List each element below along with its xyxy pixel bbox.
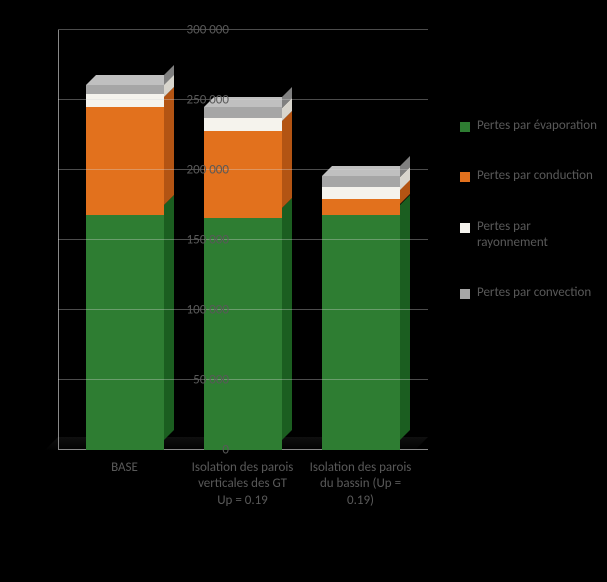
seg-ray <box>86 94 164 107</box>
bars-container <box>58 30 428 450</box>
seg-ray <box>322 187 400 200</box>
legend-item-conv: Pertes par convection <box>460 285 600 301</box>
legend-item-evap: Pertes par évaporation <box>460 118 600 134</box>
y-tick-label: 50 000 <box>193 373 229 388</box>
legend-label: Pertes par rayonnement <box>477 219 600 252</box>
plot-area <box>58 30 428 450</box>
seg-evap <box>204 218 282 450</box>
seg-ray <box>204 118 282 131</box>
gridline <box>58 169 428 170</box>
seg-evap <box>86 215 164 450</box>
legend-swatch <box>460 122 470 132</box>
y-tick-label: 300 000 <box>187 23 229 38</box>
gridline <box>58 379 428 380</box>
legend-label: Pertes par convection <box>477 285 591 301</box>
seg-evap <box>322 215 400 450</box>
legend-label: Pertes par évaporation <box>477 118 597 134</box>
seg-cond <box>86 107 164 215</box>
gridline <box>58 309 428 310</box>
legend-swatch <box>460 289 470 299</box>
x-label-base: BASE <box>72 460 177 476</box>
x-label-iso_gt: Isolation des parois verticales des GT U… <box>190 460 295 509</box>
seg-conv <box>322 176 400 187</box>
y-tick-label: 100 000 <box>187 303 229 318</box>
y-tick-label: 200 000 <box>187 163 229 178</box>
y-tick-label: 250 000 <box>187 93 229 108</box>
gridline <box>58 29 428 30</box>
seg-conv <box>86 85 164 95</box>
seg-cond <box>322 199 400 214</box>
legend-swatch <box>460 172 470 182</box>
legend: Pertes par évaporation Pertes par conduct… <box>460 118 600 335</box>
y-tick-label: 150 000 <box>187 233 229 248</box>
x-label-iso_bassin: Isolation des parois du bassin (Up = 0.1… <box>308 460 413 509</box>
legend-swatch <box>460 223 470 233</box>
gridline <box>58 239 428 240</box>
legend-item-ray: Pertes par rayonnement <box>460 219 600 252</box>
seg-conv <box>204 107 282 118</box>
legend-item-cond: Pertes par conduction <box>460 168 600 184</box>
legend-label: Pertes par conduction <box>477 168 593 184</box>
gridline <box>58 99 428 100</box>
y-tick-label: 0 <box>222 443 229 458</box>
